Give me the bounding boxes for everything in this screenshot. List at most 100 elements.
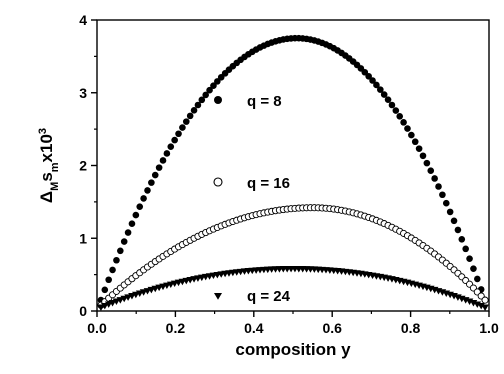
data-point: [105, 276, 112, 284]
data-point: [419, 152, 427, 160]
y-tick-label: 0: [79, 303, 87, 319]
data-point: [194, 101, 202, 109]
data-point: [380, 91, 388, 98]
data-point: [179, 124, 186, 131]
data-point: [365, 72, 372, 80]
x-tick-label: 0.2: [166, 320, 186, 336]
plot-marks: [97, 34, 489, 311]
data-point: [144, 187, 151, 194]
y-axis-label-delta: Δ: [37, 191, 56, 203]
data-point: [400, 119, 407, 126]
data-point: [470, 265, 477, 272]
data-point: [104, 301, 113, 308]
legend-item: q = 8: [214, 93, 282, 110]
legend-label: q = 8: [247, 93, 282, 110]
series-2: [97, 204, 489, 309]
data-point: [439, 191, 446, 199]
data-point: [404, 125, 411, 132]
data-point: [474, 275, 481, 283]
data-point: [148, 179, 155, 186]
data-point: [481, 304, 489, 311]
data-point: [392, 107, 400, 114]
data-point: [427, 167, 435, 174]
legend-marker: [214, 293, 222, 300]
data-point: [462, 245, 469, 253]
axes: 0.0 0.2 0.4 0.6 0.8 1.0 0 1 2 3 4: [79, 12, 499, 336]
y-axis-label-times: x10: [37, 134, 56, 162]
x-tick-label: 0.4: [244, 320, 264, 336]
data-point: [182, 118, 190, 125]
data-point: [454, 226, 462, 234]
data-point: [132, 211, 140, 219]
series-3: [97, 265, 489, 311]
legend-marker: [214, 96, 222, 104]
series-1: [97, 34, 489, 304]
data-point: [396, 113, 404, 120]
data-point: [384, 96, 392, 103]
data-point: [415, 145, 423, 152]
data-point: [186, 112, 194, 120]
data-point: [206, 86, 213, 94]
data-point: [198, 96, 206, 104]
data-point: [151, 171, 159, 179]
data-point: [167, 143, 175, 150]
y-axis-label-s: s: [37, 172, 56, 181]
data-point: [446, 208, 454, 216]
data-point: [388, 101, 396, 109]
data-point: [124, 229, 132, 236]
data-point: [120, 238, 128, 245]
data-point: [163, 150, 171, 157]
data-point: [481, 296, 489, 304]
data-point: [128, 220, 136, 227]
data-point: [101, 302, 109, 310]
data-point: [431, 175, 438, 182]
y-tick-label: 4: [79, 12, 87, 28]
data-point: [175, 130, 182, 138]
data-point: [136, 203, 144, 210]
data-point: [466, 255, 473, 262]
y-tick-label: 1: [79, 230, 87, 246]
data-point: [373, 81, 380, 89]
data-point: [171, 136, 178, 144]
y-axis-label-sub1: M: [49, 182, 61, 191]
data-point: [369, 77, 376, 84]
x-tick-label: 0.8: [401, 320, 421, 336]
data-point: [423, 159, 431, 167]
legend-marker: [213, 177, 223, 187]
y-tick-label: 3: [79, 85, 87, 101]
y-axis-label: ΔMsmx103: [37, 128, 61, 203]
data-point: [435, 183, 442, 190]
legend-label: q = 24: [247, 288, 291, 305]
data-point: [377, 86, 384, 93]
y-axis-label-sub2: m: [49, 162, 61, 172]
data-point: [442, 199, 450, 207]
data-point: [190, 107, 198, 114]
data-point: [117, 247, 124, 255]
data-point: [450, 217, 458, 225]
data-point: [97, 304, 105, 311]
y-axis-label-sup: 3: [37, 128, 49, 134]
data-point: [202, 91, 209, 99]
data-point: [214, 78, 221, 85]
data-point: [113, 256, 120, 264]
data-point: [155, 164, 163, 171]
data-point: [411, 138, 419, 146]
x-axis-label: composition y: [235, 340, 351, 359]
data-point: [140, 195, 147, 202]
legend: q = 8 q = 16 q = 24: [213, 93, 291, 305]
x-tick-label: 1.0: [479, 320, 499, 336]
data-point: [159, 157, 167, 164]
y-tick-label: 2: [79, 158, 87, 174]
legend-label: q = 16: [247, 175, 290, 192]
legend-item: q = 16: [213, 175, 290, 192]
x-tick-label: 0.6: [322, 320, 342, 336]
data-point: [109, 266, 116, 274]
data-point: [101, 286, 109, 294]
data-point: [210, 82, 217, 89]
x-tick-label: 0.0: [87, 320, 107, 336]
data-point: [458, 235, 466, 243]
data-point: [408, 131, 415, 139]
ticks: 0.0 0.2 0.4 0.6 0.8 1.0 0 1 2 3 4: [79, 12, 499, 336]
legend-item: q = 24: [214, 288, 291, 305]
